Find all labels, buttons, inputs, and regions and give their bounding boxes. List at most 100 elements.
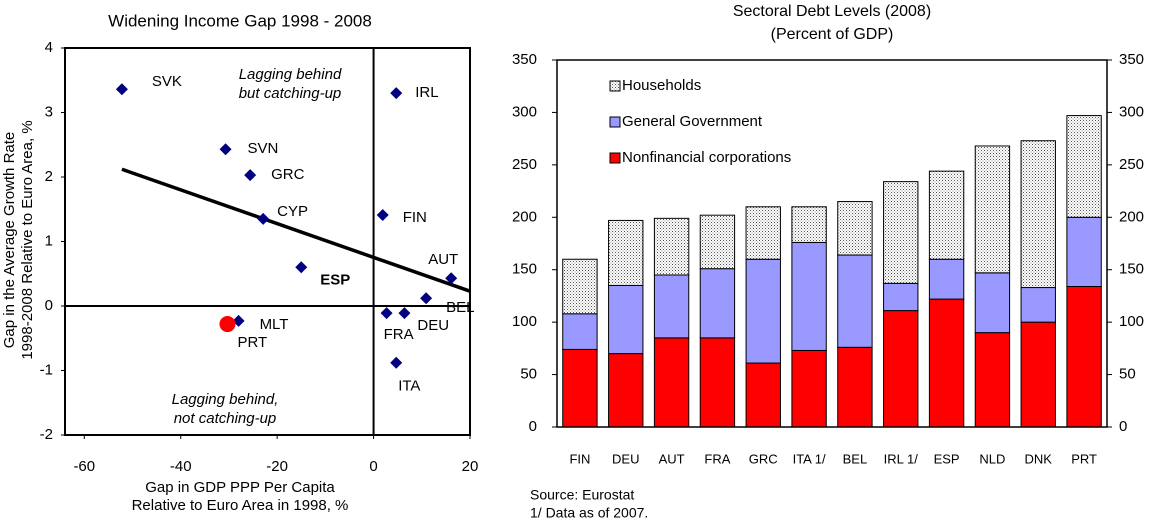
- x-tick-label: NLD: [979, 451, 1005, 466]
- bar-segment: [928, 170, 965, 260]
- point-label: BEL: [446, 299, 474, 316]
- y-tick-label: 3: [45, 103, 53, 120]
- point-label: ITA: [398, 378, 420, 395]
- bar-segment: [562, 348, 598, 428]
- x-tick-label: BEL: [843, 451, 868, 466]
- point: [244, 169, 257, 182]
- point-label: CYP: [277, 203, 308, 220]
- legend-swatch: [609, 116, 621, 128]
- bar-segment: [653, 274, 690, 339]
- y2-tick-label: 300: [1119, 103, 1144, 120]
- point: [257, 212, 270, 225]
- bar-segment: [745, 258, 781, 364]
- bar-segment: [745, 206, 781, 260]
- y-tick-label: 1: [45, 232, 53, 249]
- point: [380, 307, 393, 320]
- x-tick-label: -20: [266, 458, 288, 475]
- y-tick-label: 0: [529, 418, 537, 435]
- legend-swatch: [609, 152, 621, 164]
- point-label: MLT: [260, 316, 289, 333]
- point-label: FRA: [384, 326, 414, 343]
- legend-label: General Government: [622, 113, 763, 130]
- annotation: not catching-up: [174, 410, 277, 427]
- x-tick-label: DNK: [1025, 451, 1053, 466]
- y2-tick-label: 150: [1119, 261, 1144, 278]
- bar-segment: [1066, 115, 1102, 218]
- bar-segment: [974, 272, 1011, 334]
- y-tick-label: 250: [512, 156, 537, 173]
- x-tick-label: -60: [73, 458, 95, 475]
- point: [115, 83, 128, 96]
- bar-segment: [562, 313, 598, 350]
- bar-segment: [791, 349, 827, 428]
- x-tick-label: IRL 1/: [884, 451, 919, 466]
- bar-segment: [1020, 287, 1056, 323]
- point: [390, 356, 403, 369]
- y-tick-label: 0: [45, 297, 53, 314]
- point-label: PRT: [237, 334, 267, 351]
- x-tick-label: PRT: [1071, 451, 1097, 466]
- y-tick-label: 200: [512, 208, 537, 225]
- bar-segment: [883, 282, 919, 312]
- point-label: ESP: [320, 271, 350, 288]
- y2-tick-label: 50: [1119, 366, 1136, 383]
- chart-title: (Percent of GDP): [771, 26, 894, 43]
- point-label: AUT: [428, 251, 458, 268]
- x-tick-label: DEU: [612, 451, 639, 466]
- x-tick-label: 20: [462, 458, 479, 475]
- chart-title: Widening Income Gap 1998 - 2008: [108, 11, 372, 30]
- bar-segment: [745, 362, 781, 428]
- annotation: Lagging behind,: [172, 391, 279, 408]
- legend-label: Households: [622, 77, 701, 94]
- y-tick-label: 50: [520, 366, 537, 383]
- bar-segment: [1020, 321, 1056, 428]
- y-tick-label: 150: [512, 261, 537, 278]
- bar-segment: [1020, 140, 1056, 289]
- bar-segment: [928, 298, 965, 428]
- trend-line: [121, 167, 471, 293]
- bar-segment: [608, 353, 644, 428]
- bar-segment: [837, 254, 873, 348]
- bar-segment: [974, 145, 1011, 274]
- bar-segment: [883, 181, 919, 284]
- bar-segment: [974, 332, 1011, 428]
- plot-frame: [556, 59, 1108, 428]
- bar-segment: [608, 219, 644, 286]
- x-tick-label: FIN: [569, 451, 590, 466]
- x-axis-label: Relative to Euro Area in 1998, %: [132, 497, 349, 514]
- legend-swatch: [609, 80, 621, 92]
- x-tick-label: ESP: [934, 451, 960, 466]
- point: [398, 307, 411, 320]
- bar-segment: [791, 241, 827, 351]
- x-tick-label: AUT: [659, 451, 685, 466]
- y-tick-label: -2: [40, 426, 53, 443]
- bar-segment: [1066, 285, 1102, 428]
- point: [376, 209, 389, 222]
- y-tick-label: 4: [45, 39, 53, 56]
- point: [219, 143, 232, 156]
- bar-segment: [653, 217, 690, 276]
- y2-tick-label: 100: [1119, 313, 1144, 330]
- point-label: SVN: [248, 140, 279, 157]
- bar-segment: [699, 337, 736, 428]
- y-tick-label: 2: [45, 168, 53, 185]
- point-label: GRC: [271, 166, 305, 183]
- point: [295, 261, 308, 274]
- bar-segment: [608, 284, 644, 355]
- x-tick-label: FRA: [704, 451, 730, 466]
- y-tick-label: -1: [40, 361, 53, 378]
- x-tick-label: -40: [170, 458, 192, 475]
- annotation: but catching-up: [239, 85, 342, 102]
- y-tick-label: 350: [512, 51, 537, 68]
- y-tick-label: 300: [512, 103, 537, 120]
- point: [445, 272, 458, 285]
- bar-segment: [562, 258, 598, 315]
- point: [390, 87, 403, 100]
- note: 1/ Data as of 2007.: [530, 505, 648, 521]
- bar-segment: [1066, 216, 1102, 287]
- point-label: IRL: [415, 84, 438, 101]
- x-tick-label: ITA 1/: [793, 451, 826, 466]
- y-axis-label: Gap in the Average Growth Rate: [1, 132, 18, 349]
- bar-segment: [699, 214, 736, 270]
